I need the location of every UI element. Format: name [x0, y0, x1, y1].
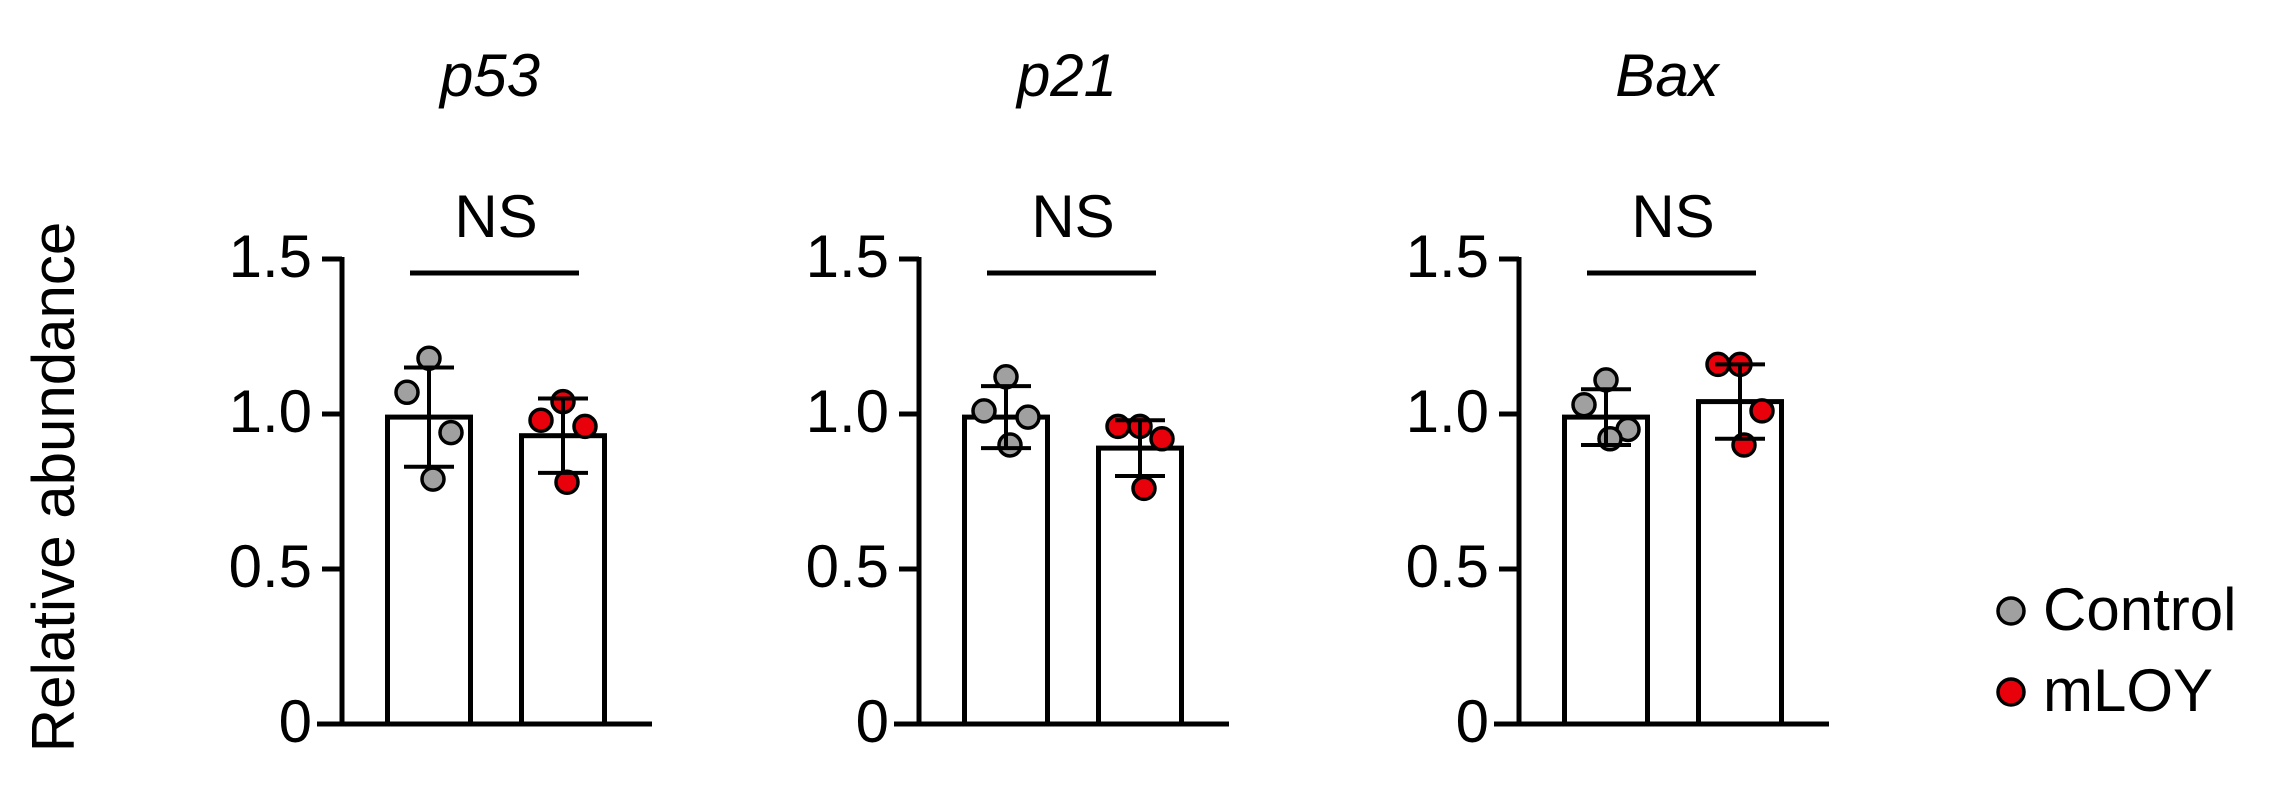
annotation: NS [1631, 183, 1714, 250]
data-point [1015, 404, 1041, 430]
error-bar [538, 396, 588, 475]
chart-title: p53 [438, 42, 540, 109]
data-point [438, 419, 464, 446]
legend-label: Control [2043, 576, 2236, 643]
data-point [528, 407, 554, 433]
legend-marker [1996, 596, 2026, 626]
y-tick-label: 1.0 [1406, 378, 1489, 445]
error-bar [981, 384, 1031, 451]
data-point [971, 398, 997, 424]
y-tick-label: 0 [279, 688, 312, 755]
annotation: NS [1031, 183, 1114, 250]
data-point [1749, 398, 1775, 424]
legend-label: mLOY [2043, 657, 2213, 724]
error-bar [1715, 362, 1765, 441]
data-point [394, 379, 420, 406]
y-tick-label: 1.5 [229, 223, 312, 290]
data-point [572, 413, 598, 440]
y-tick-label: 1.5 [806, 223, 889, 290]
error-bar [404, 365, 454, 469]
y-tick-label: 1.0 [806, 378, 889, 445]
legend-marker [1996, 677, 2026, 707]
y-tick-label: 0.5 [229, 533, 312, 600]
chart-title: p21 [1015, 42, 1117, 109]
error-bar [1115, 418, 1165, 478]
y-tick-label: 0 [1456, 688, 1489, 755]
data-point [1571, 391, 1597, 418]
y-axis-label: Relative abundance [20, 222, 87, 752]
data-point [1149, 426, 1175, 452]
data-point [1131, 475, 1157, 502]
error-bar [1581, 387, 1631, 447]
y-tick-label: 1.5 [1406, 223, 1489, 290]
bar [962, 414, 1050, 727]
y-tick-label: 1.0 [229, 378, 312, 445]
chart-title: Bax [1615, 42, 1720, 109]
bar [1562, 414, 1650, 727]
annotation: NS [454, 183, 537, 250]
data-point [420, 466, 446, 492]
data-point [997, 432, 1023, 458]
y-tick-label: 0 [856, 688, 889, 755]
y-tick-label: 0.5 [1406, 533, 1489, 600]
y-tick-label: 0.5 [806, 533, 889, 600]
